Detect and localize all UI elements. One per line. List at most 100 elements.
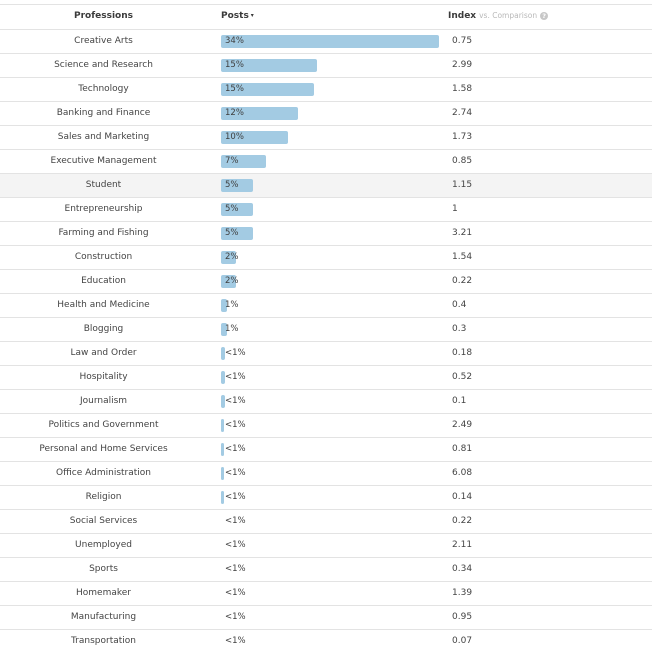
profession-name: Construction xyxy=(74,252,133,262)
table-row[interactable]: Banking and Finance 12% 2.74 xyxy=(0,101,652,125)
profession-name: Hospitality xyxy=(79,372,128,382)
posts-bar-cell: <1% xyxy=(221,414,441,437)
posts-percent: 5% xyxy=(225,180,239,190)
header-index[interactable]: Index vs. Comparison? xyxy=(448,11,549,21)
index-value: 6.08 xyxy=(452,468,473,478)
index-value: 1.73 xyxy=(452,132,473,142)
posts-percent: 2% xyxy=(225,276,239,286)
header-posts-sort[interactable]: Posts ▾ xyxy=(221,11,254,21)
professions-table: Professions Posts ▾ Index vs. Comparison? … xyxy=(0,4,652,653)
posts-bar-cell: 7% xyxy=(221,150,441,173)
profession-name: Personal and Home Services xyxy=(39,444,168,454)
index-value: 3.21 xyxy=(452,228,473,238)
posts-percent: <1% xyxy=(225,636,246,646)
help-icon[interactable]: ? xyxy=(540,12,549,20)
posts-bar xyxy=(221,443,224,456)
profession-name: Banking and Finance xyxy=(56,108,151,118)
table-row[interactable]: Hospitality <1% 0.52 xyxy=(0,365,652,389)
table-row[interactable]: Sales and Marketing 10% 1.73 xyxy=(0,125,652,149)
table-row[interactable]: Health and Medicine 1% 0.4 xyxy=(0,293,652,317)
table-row[interactable]: Science and Research 15% 2.99 xyxy=(0,53,652,77)
posts-bar xyxy=(221,275,236,288)
table-row[interactable]: Technology 15% 1.58 xyxy=(0,77,652,101)
posts-bar xyxy=(221,83,314,96)
table-row[interactable]: Unemployed <1% 2.11 xyxy=(0,533,652,557)
posts-bar xyxy=(221,155,266,168)
table-row[interactable]: Personal and Home Services <1% 0.81 xyxy=(0,437,652,461)
posts-bar-cell: 2% xyxy=(221,246,441,269)
posts-bar xyxy=(221,491,224,504)
index-value: 2.99 xyxy=(452,60,473,70)
profession-name: Science and Research xyxy=(54,60,153,70)
table-row[interactable]: Law and Order <1% 0.18 xyxy=(0,341,652,365)
posts-bar xyxy=(221,323,227,336)
posts-percent: 5% xyxy=(225,204,239,214)
posts-percent: <1% xyxy=(225,540,246,550)
posts-percent: 7% xyxy=(225,156,239,166)
profession-name: Student xyxy=(85,180,122,190)
posts-bar-cell: 5% xyxy=(221,174,441,197)
posts-bar-cell: <1% xyxy=(221,630,441,653)
posts-percent: 5% xyxy=(225,228,239,238)
posts-bar xyxy=(221,59,317,72)
table-row[interactable]: Office Administration <1% 6.08 xyxy=(0,461,652,485)
index-value: 2.49 xyxy=(452,420,473,430)
posts-bar-cell: <1% xyxy=(221,558,441,581)
table-row[interactable]: Creative Arts 34% 0.75 xyxy=(0,29,652,53)
table-row[interactable]: Religion <1% 0.14 xyxy=(0,485,652,509)
posts-percent: 1% xyxy=(225,324,239,334)
posts-percent: <1% xyxy=(225,588,246,598)
posts-bar xyxy=(221,347,225,360)
posts-percent: 34% xyxy=(225,36,244,46)
profession-name: Health and Medicine xyxy=(57,300,150,310)
posts-bar-cell: <1% xyxy=(221,438,441,461)
table-row[interactable]: Transportation <1% 0.07 xyxy=(0,629,652,653)
posts-bar-cell: <1% xyxy=(221,510,441,533)
table-row[interactable]: Politics and Government <1% 2.49 xyxy=(0,413,652,437)
table-row[interactable]: Executive Management 7% 0.85 xyxy=(0,149,652,173)
header-professions[interactable]: Professions xyxy=(74,11,133,21)
posts-bar-cell: 34% xyxy=(221,30,441,53)
posts-percent: <1% xyxy=(225,468,246,478)
posts-percent: <1% xyxy=(225,372,246,382)
header-index-label: Index xyxy=(448,11,477,21)
profession-name: Entrepreneurship xyxy=(64,204,143,214)
index-value: 0.3 xyxy=(452,324,467,334)
posts-bar-cell: 10% xyxy=(221,126,441,149)
index-value: 0.52 xyxy=(452,372,473,382)
table-row[interactable]: Student 5% 1.15 xyxy=(0,173,652,197)
table-row[interactable]: Homemaker <1% 1.39 xyxy=(0,581,652,605)
table-row[interactable]: Education 2% 0.22 xyxy=(0,269,652,293)
table-row[interactable]: Manufacturing <1% 0.95 xyxy=(0,605,652,629)
table-body: Creative Arts 34% 0.75 Science and Research… xyxy=(0,29,652,653)
posts-bar-cell: 15% xyxy=(221,78,441,101)
table-row[interactable]: Journalism <1% 0.1 xyxy=(0,389,652,413)
table-row[interactable]: Sports <1% 0.34 xyxy=(0,557,652,581)
table-row[interactable]: Construction 2% 1.54 xyxy=(0,245,652,269)
profession-name: Sports xyxy=(89,564,118,574)
posts-percent: 15% xyxy=(225,84,244,94)
table-row[interactable]: Blogging 1% 0.3 xyxy=(0,317,652,341)
table-row[interactable]: Farming and Fishing 5% 3.21 xyxy=(0,221,652,245)
table-row[interactable]: Social Services <1% 0.22 xyxy=(0,509,652,533)
posts-bar-cell: 1% xyxy=(221,318,441,341)
posts-bar xyxy=(221,467,224,480)
index-value: 0.14 xyxy=(452,492,473,502)
posts-percent: 15% xyxy=(225,60,244,70)
posts-bar-cell: 2% xyxy=(221,270,441,293)
index-value: 0.95 xyxy=(452,612,473,622)
header-posts-label: Posts xyxy=(221,11,249,21)
posts-bar-cell: <1% xyxy=(221,606,441,629)
posts-bar-cell: 5% xyxy=(221,198,441,221)
index-value: 0.4 xyxy=(452,300,467,310)
profession-name: Blogging xyxy=(83,324,124,334)
posts-bar xyxy=(221,179,253,192)
profession-name: Farming and Fishing xyxy=(58,228,149,238)
posts-percent: <1% xyxy=(225,396,246,406)
table-row[interactable]: Entrepreneurship 5% 1 xyxy=(0,197,652,221)
posts-percent: <1% xyxy=(225,492,246,502)
profession-name: Creative Arts xyxy=(74,36,133,46)
index-value: 0.18 xyxy=(452,348,473,358)
index-value: 2.11 xyxy=(452,540,473,550)
posts-bar xyxy=(221,371,225,384)
